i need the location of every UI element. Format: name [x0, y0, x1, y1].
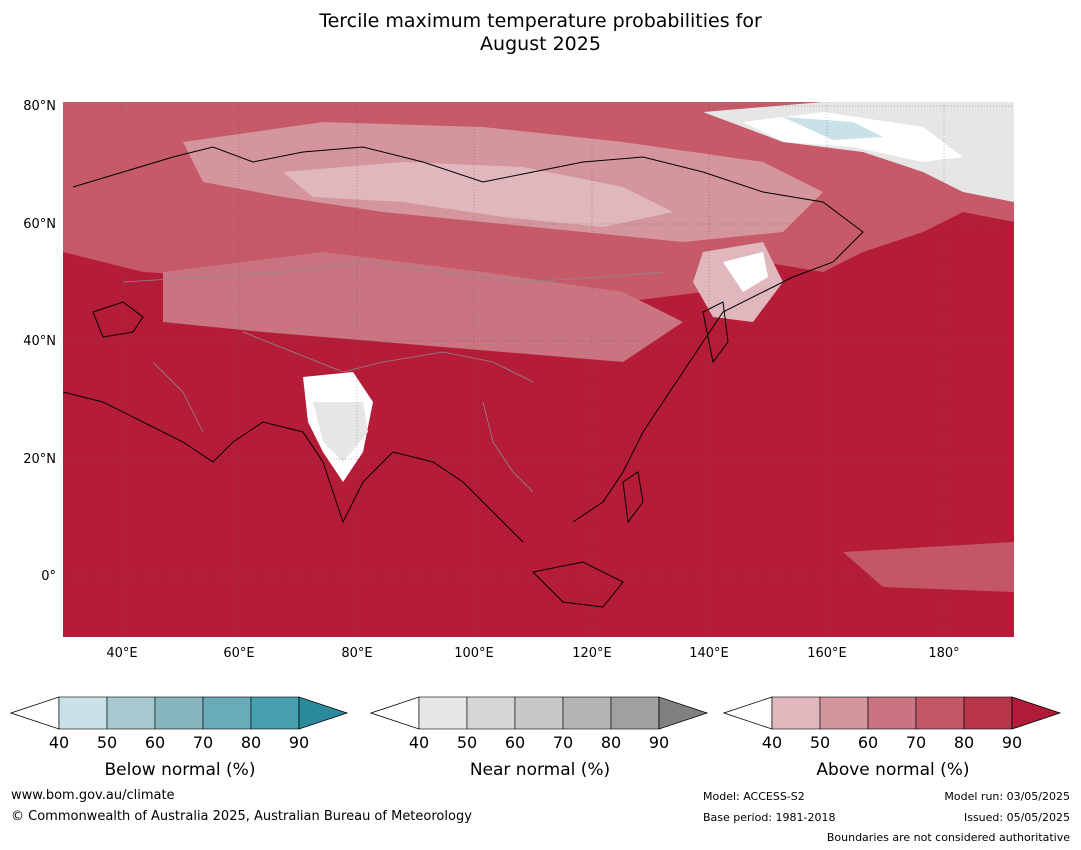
- website-link[interactable]: www.bom.gov.au/climate: [11, 788, 175, 803]
- lat-label-20n: 20°N: [23, 452, 56, 467]
- title-line-2: August 2025: [480, 33, 601, 55]
- issued-text: Issued: 05/05/2025: [963, 811, 1070, 824]
- chart-title: Tercile maximum temperature probabilitie…: [0, 10, 1081, 56]
- colorbar-segment: [466, 696, 516, 730]
- cb-near-tick-50: 50: [456, 733, 478, 752]
- colorbar-near-normal: [370, 696, 709, 730]
- zone-arctic-below: [783, 117, 883, 140]
- colorbar-below-normal: [10, 696, 349, 730]
- cb-near-tick-40: 40: [408, 733, 430, 752]
- graticule: [63, 102, 1014, 637]
- cb-near-tick-60: 60: [504, 733, 526, 752]
- colorbar-arrow-high: [658, 696, 709, 730]
- lon-label-180: 180°: [928, 646, 960, 661]
- coastlines: [63, 146, 864, 608]
- cb-below-tick-80: 80: [240, 733, 262, 752]
- colorbar-segment: [819, 696, 869, 730]
- cb-above-tick-80: 80: [953, 733, 975, 752]
- colorbar-segment: [106, 696, 156, 730]
- model-text: Model: ACCESS-S2: [703, 790, 805, 803]
- colorbar-arrow-high: [1011, 696, 1062, 730]
- cb-below-tick-90: 90: [288, 733, 310, 752]
- cb-near-tick-80: 80: [600, 733, 622, 752]
- cb-above-tick-60: 60: [857, 733, 879, 752]
- colorbar-arrow-low: [10, 696, 60, 730]
- colorbar-segment: [250, 696, 300, 730]
- lon-label-60e: 60°E: [223, 646, 255, 661]
- lat-label-60n: 60°N: [23, 217, 56, 232]
- colorbar-segment: [771, 696, 821, 730]
- cb-above-tick-70: 70: [905, 733, 927, 752]
- cb-below-tick-50: 50: [96, 733, 118, 752]
- cb-title-below-normal: Below normal (%): [104, 760, 256, 780]
- cb-below-tick-60: 60: [144, 733, 166, 752]
- disclaimer-text: Boundaries are not considered authoritat…: [826, 831, 1070, 844]
- colorbar-above-normal: [723, 696, 1062, 730]
- probability-map: [63, 102, 1014, 637]
- cb-below-tick-40: 40: [48, 733, 70, 752]
- colorbar-arrow-high: [298, 696, 349, 730]
- colorbar-segment: [58, 696, 108, 730]
- lat-label-40n: 40°N: [23, 334, 56, 349]
- lon-label-140e: 140°E: [689, 646, 729, 661]
- lon-label-80e: 80°E: [341, 646, 373, 661]
- title-line-1: Tercile maximum temperature probabilitie…: [319, 10, 762, 32]
- lon-label-40e: 40°E: [106, 646, 138, 661]
- colorbar-arrow-low: [370, 696, 420, 730]
- lat-label-80n: 80°N: [23, 99, 56, 114]
- zone-east-pacific-light: [843, 542, 1014, 592]
- cb-near-tick-70: 70: [552, 733, 574, 752]
- zone-siberia-pale: [283, 162, 673, 227]
- zone-kamchatka-white: [723, 252, 768, 292]
- cb-title-above-normal: Above normal (%): [816, 760, 970, 780]
- lon-label-160e: 160°E: [807, 646, 847, 661]
- colorbar-segment: [202, 696, 252, 730]
- lon-label-100e: 100°E: [454, 646, 494, 661]
- colorbar-segment: [154, 696, 204, 730]
- colorbar-segment: [610, 696, 660, 730]
- model-run-text: Model run: 03/05/2025: [944, 790, 1070, 803]
- cb-title-near-normal: Near normal (%): [469, 760, 611, 780]
- lon-label-120e: 120°E: [572, 646, 612, 661]
- colorbar-segment: [562, 696, 612, 730]
- colorbar-segment: [514, 696, 564, 730]
- cb-above-tick-40: 40: [761, 733, 783, 752]
- cb-above-tick-50: 50: [809, 733, 831, 752]
- cb-above-tick-90: 90: [1001, 733, 1023, 752]
- cb-below-tick-70: 70: [192, 733, 214, 752]
- copyright-text: © Commonwealth of Australia 2025, Austra…: [11, 809, 472, 824]
- colorbar-segment: [867, 696, 917, 730]
- base-period-text: Base period: 1981-2018: [703, 811, 836, 824]
- colorbar-arrow-low: [723, 696, 773, 730]
- borders: [122, 261, 664, 493]
- colorbar-segment: [963, 696, 1013, 730]
- cb-near-tick-90: 90: [648, 733, 670, 752]
- lat-label-0: 0°: [41, 569, 56, 584]
- colorbar-segment: [418, 696, 468, 730]
- colorbar-segment: [915, 696, 965, 730]
- zone-india-near: [313, 402, 368, 462]
- zone-central-asia: [163, 252, 683, 362]
